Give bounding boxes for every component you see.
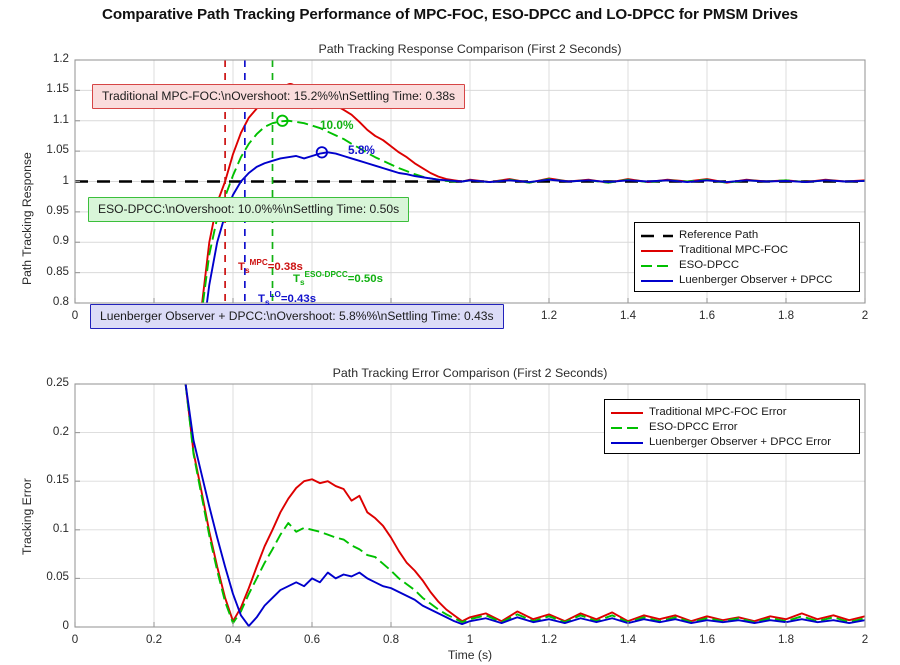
ts-sub-lo: s bbox=[264, 298, 270, 308]
y-tick-label: 1.2 bbox=[52, 52, 69, 65]
x-tick-label: 1.8 bbox=[777, 309, 795, 322]
ts-sym-mpc: T bbox=[238, 260, 245, 273]
legend-item[interactable]: Traditional MPC-FOC Error bbox=[610, 404, 853, 419]
y-tick-label: 0.95 bbox=[46, 203, 69, 217]
x-tick-label: 2 bbox=[861, 633, 869, 646]
annotation-eso-dpcc: ESO-DPCC:\nOvershoot: 10.0%%\nSettling T… bbox=[88, 197, 410, 223]
x-tick-label: 1.2 bbox=[540, 309, 558, 322]
ts-sup-eso: ESO-DPCC bbox=[304, 270, 348, 279]
ts-sym-lo: T bbox=[258, 292, 265, 305]
legend-item[interactable]: Luenberger Observer + DPCC bbox=[640, 272, 853, 287]
legend-swatch-icon bbox=[640, 274, 674, 286]
settling-time-label-eso: TsESO-DPCC=0.50s bbox=[293, 270, 383, 287]
x-tick-label: 1.6 bbox=[698, 309, 716, 322]
x-tick-label: 1.8 bbox=[777, 633, 795, 646]
response-chart-legend: Reference Path Traditional MPC-FOC ESO-DPC… bbox=[634, 222, 860, 292]
y-tick-label: 1.15 bbox=[46, 82, 69, 96]
overshoot-label-eso: 10.0% bbox=[320, 118, 354, 132]
bottom-y-axis-label: Tracking Error bbox=[20, 478, 34, 555]
legend-item[interactable]: Luenberger Observer + DPCC Error bbox=[610, 434, 853, 449]
x-tick-label: 0.6 bbox=[303, 633, 321, 646]
overshoot-label-lo: 5.8% bbox=[348, 143, 375, 157]
annotation-mpc-foc: Traditional MPC-FOC:\nOvershoot: 15.2%%\… bbox=[92, 84, 466, 110]
x-tick-label: 0.8 bbox=[382, 633, 400, 646]
settling-time-label-lo: TsLO=0.43s bbox=[258, 290, 316, 307]
y-tick-label: 0.85 bbox=[46, 264, 69, 278]
legend-item-label: Traditional MPC-FOC bbox=[679, 243, 789, 256]
bottom-x-axis-label: Time (s) bbox=[447, 648, 493, 662]
y-tick-label: 0.05 bbox=[46, 570, 69, 584]
legend-item[interactable]: Traditional MPC-FOC bbox=[640, 242, 853, 257]
x-tick-label: 1.4 bbox=[619, 309, 637, 322]
legend-swatch-icon bbox=[640, 259, 674, 271]
ts-sub-eso: s bbox=[299, 278, 305, 288]
ts-sup-mpc: MPC bbox=[249, 258, 268, 267]
x-tick-label: 0 bbox=[71, 309, 79, 322]
legend-item-label: ESO-DPCC bbox=[679, 258, 740, 271]
top-chart-title: Path Tracking Response Comparison (First… bbox=[318, 42, 622, 56]
ts-sym-eso: T bbox=[293, 272, 300, 285]
y-tick-label: 1.05 bbox=[46, 143, 69, 157]
y-tick-label: 1 bbox=[62, 173, 69, 187]
legend-swatch-icon bbox=[610, 436, 644, 448]
x-tick-label: 2 bbox=[861, 309, 869, 322]
ts-val-eso: =0.50s bbox=[347, 272, 383, 285]
figure-title: Comparative Path Tracking Performance of… bbox=[101, 6, 799, 23]
x-tick-label: 1.2 bbox=[540, 633, 558, 646]
y-tick-label: 0.25 bbox=[46, 376, 69, 389]
bottom-chart-title: Path Tracking Error Comparison (First 2 … bbox=[332, 366, 608, 380]
y-tick-label: 0.15 bbox=[46, 473, 69, 487]
legend-item[interactable]: ESO-DPCC Error bbox=[610, 419, 853, 434]
legend-item-label: ESO-DPCC Error bbox=[649, 420, 738, 433]
legend-swatch-icon bbox=[640, 229, 674, 241]
y-tick-label: 0.1 bbox=[52, 521, 69, 535]
ts-sup-lo: LO bbox=[269, 290, 281, 299]
ts-val-mpc: =0.38s bbox=[267, 260, 303, 273]
x-tick-label: 1.6 bbox=[698, 633, 716, 646]
legend-item[interactable]: Reference Path bbox=[640, 227, 853, 242]
legend-swatch-icon bbox=[610, 406, 644, 418]
legend-item[interactable]: ESO-DPCC bbox=[640, 257, 853, 272]
x-tick-label: 1.4 bbox=[619, 633, 637, 646]
y-tick-label: 0.9 bbox=[52, 234, 69, 248]
legend-item-label: Luenberger Observer + DPCC bbox=[679, 273, 833, 286]
x-tick-label: 0 bbox=[71, 633, 79, 646]
ts-val-lo: =0.43s bbox=[280, 292, 317, 305]
y-tick-label: 0.2 bbox=[52, 424, 69, 438]
x-tick-label: 0.4 bbox=[224, 633, 242, 646]
error-chart-legend: Traditional MPC-FOC Error ESO-DPCC Error L… bbox=[604, 399, 860, 454]
settling-time-label-mpc: TsMPC=0.38s bbox=[238, 258, 303, 275]
annotation-lo-dpcc: Luenberger Observer + DPCC:\nOvershoot: … bbox=[90, 304, 504, 330]
x-tick-label: 0.2 bbox=[145, 633, 163, 646]
y-tick-label: 0.8 bbox=[52, 295, 69, 308]
y-tick-label: 0 bbox=[62, 619, 69, 632]
legend-item-label: Traditional MPC-FOC Error bbox=[649, 405, 787, 418]
legend-swatch-icon bbox=[610, 421, 644, 433]
legend-item-label: Reference Path bbox=[679, 228, 759, 241]
legend-swatch-icon bbox=[640, 244, 674, 256]
legend-item-label: Luenberger Observer + DPCC Error bbox=[649, 435, 832, 448]
y-tick-label: 1.1 bbox=[52, 112, 69, 126]
ts-sub-mpc: s bbox=[244, 266, 250, 276]
x-tick-label: 1 bbox=[466, 633, 474, 646]
